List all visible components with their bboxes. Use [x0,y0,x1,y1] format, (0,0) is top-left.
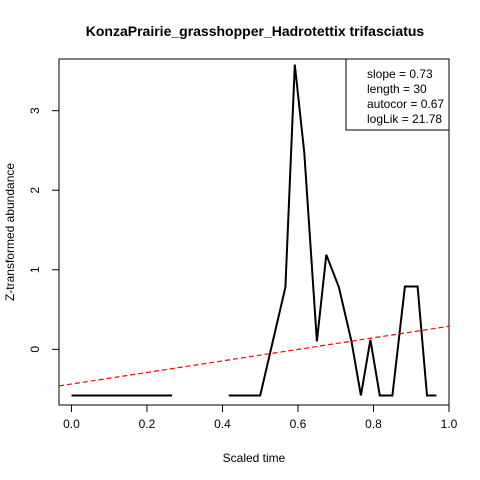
y-tick-label: 1 [28,266,42,273]
x-axis-label: Scaled time [223,451,286,465]
legend-entry-length: length = 30 [367,82,427,96]
y-axis-label: Z-transformed abundance [3,163,17,301]
x-axis: 0.0 0.2 0.4 0.6 0.8 1.0 [63,404,458,431]
y-tick-label: 0 [28,346,42,353]
y-axis: 0 1 2 3 [28,107,60,353]
series-layer [58,64,450,397]
x-tick-label: 0.8 [365,417,382,431]
x-tick-label: 0.2 [139,417,156,431]
y-tick-label: 2 [28,187,42,194]
x-tick-label: 0.4 [214,417,231,431]
y-tick-label: 3 [28,107,42,114]
legend-box [345,58,450,131]
x-tick-label: 0.0 [63,417,80,431]
legend: slope = 0.73 length = 30 autocor = 0.67 … [345,58,450,131]
legend-entry-loglik: logLik = 21.78 [367,112,442,126]
series-line-trend [58,325,450,387]
series-line-abundance [228,64,437,397]
x-tick-label: 1.0 [441,417,458,431]
legend-entry-slope: slope = 0.73 [367,67,433,81]
x-tick-label: 0.6 [290,417,307,431]
chart-title: KonzaPrairie_grasshopper_Hadrotettix tri… [86,23,425,39]
legend-entry-autocor: autocor = 0.67 [367,97,444,111]
